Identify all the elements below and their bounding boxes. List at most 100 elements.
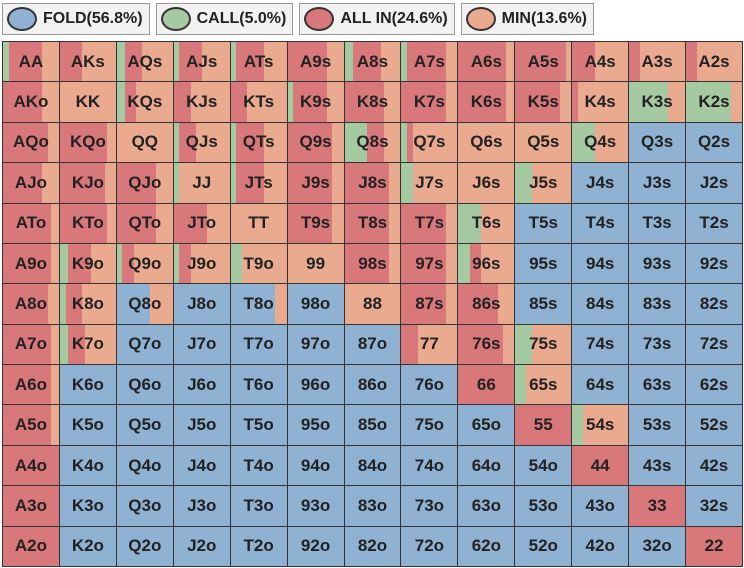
hand-cell[interactable]: 43o bbox=[571, 485, 630, 527]
hand-cell[interactable]: K8s bbox=[343, 81, 402, 123]
hand-cell[interactable]: 97o bbox=[286, 323, 345, 366]
hand-cell[interactable]: KQs bbox=[115, 81, 174, 123]
hand-cell[interactable]: 88 bbox=[343, 283, 402, 325]
hand-cell[interactable]: Q9s bbox=[286, 121, 345, 164]
hand-cell[interactable]: A7s bbox=[400, 41, 459, 83]
hand-cell[interactable]: Q4s bbox=[571, 121, 630, 164]
hand-cell[interactable]: Q9o bbox=[115, 242, 174, 285]
hand-cell[interactable]: J4s bbox=[571, 162, 630, 204]
hand-cell[interactable]: 65o bbox=[457, 404, 516, 446]
hand-cell[interactable]: 52s bbox=[685, 404, 743, 446]
hand-cell[interactable]: AQo bbox=[2, 121, 60, 164]
hand-cell[interactable]: JTo bbox=[172, 202, 231, 244]
hand-cell[interactable]: 93s bbox=[628, 242, 687, 285]
legend-item[interactable]: MIN(13.6%) bbox=[460, 3, 594, 35]
hand-cell[interactable]: 62o bbox=[457, 525, 516, 567]
hand-cell[interactable]: 54o bbox=[514, 444, 573, 487]
hand-cell[interactable]: T6o bbox=[229, 364, 288, 406]
hand-cell[interactable]: K3s bbox=[628, 81, 687, 123]
hand-cell[interactable]: AQs bbox=[115, 41, 174, 83]
hand-cell[interactable]: J5o bbox=[172, 404, 231, 446]
hand-cell[interactable]: J5s bbox=[514, 162, 573, 204]
hand-cell[interactable]: ATo bbox=[2, 202, 60, 244]
hand-cell[interactable]: 73s bbox=[628, 323, 687, 366]
hand-cell[interactable]: 74o bbox=[400, 444, 459, 487]
hand-cell[interactable]: 64o bbox=[457, 444, 516, 487]
hand-cell[interactable]: J9s bbox=[286, 162, 345, 204]
hand-cell[interactable]: 85o bbox=[343, 404, 402, 446]
hand-cell[interactable]: 94s bbox=[571, 242, 630, 285]
hand-cell[interactable]: QJs bbox=[172, 121, 231, 164]
hand-cell[interactable]: K3o bbox=[58, 485, 117, 527]
hand-cell[interactable]: 53o bbox=[514, 485, 573, 527]
hand-cell[interactable]: 96o bbox=[286, 364, 345, 406]
hand-cell[interactable]: 73o bbox=[400, 485, 459, 527]
hand-cell[interactable]: K9o bbox=[58, 242, 117, 285]
hand-cell[interactable]: Q3s bbox=[628, 121, 687, 164]
hand-cell[interactable]: 94o bbox=[286, 444, 345, 487]
hand-cell[interactable]: AJs bbox=[172, 41, 231, 83]
hand-cell[interactable]: TT bbox=[229, 202, 288, 244]
hand-cell[interactable]: J9o bbox=[172, 242, 231, 285]
hand-cell[interactable]: KTo bbox=[58, 202, 117, 244]
hand-cell[interactable]: 22 bbox=[685, 525, 743, 567]
hand-cell[interactable]: J2o bbox=[172, 525, 231, 567]
hand-cell[interactable]: 87o bbox=[343, 323, 402, 366]
hand-cell[interactable]: T4s bbox=[571, 202, 630, 244]
hand-cell[interactable]: T9o bbox=[229, 242, 288, 285]
hand-cell[interactable]: J6s bbox=[457, 162, 516, 204]
hand-cell[interactable]: T7o bbox=[229, 323, 288, 366]
hand-cell[interactable]: A3s bbox=[628, 41, 687, 83]
hand-cell[interactable]: J2s bbox=[685, 162, 743, 204]
hand-cell[interactable]: K5o bbox=[58, 404, 117, 446]
hand-cell[interactable]: K6s bbox=[457, 81, 516, 123]
hand-cell[interactable]: T9s bbox=[286, 202, 345, 244]
hand-cell[interactable]: Q2o bbox=[115, 525, 174, 567]
hand-cell[interactable]: J7s bbox=[400, 162, 459, 204]
hand-cell[interactable]: 72s bbox=[685, 323, 743, 366]
hand-cell[interactable]: Q6o bbox=[115, 364, 174, 406]
legend-item[interactable]: ALL IN(24.6%) bbox=[299, 3, 455, 35]
hand-cell[interactable]: A6s bbox=[457, 41, 516, 83]
hand-cell[interactable]: 66 bbox=[457, 364, 516, 406]
hand-cell[interactable]: QQ bbox=[115, 121, 174, 164]
hand-cell[interactable]: QJo bbox=[115, 162, 174, 204]
hand-cell[interactable]: 85s bbox=[514, 283, 573, 325]
hand-cell[interactable]: T2o bbox=[229, 525, 288, 567]
hand-cell[interactable]: 76o bbox=[400, 364, 459, 406]
hand-cell[interactable]: Q8s bbox=[343, 121, 402, 164]
hand-cell[interactable]: QTo bbox=[115, 202, 174, 244]
hand-cell[interactable]: T8s bbox=[343, 202, 402, 244]
hand-cell[interactable]: A8o bbox=[2, 283, 60, 325]
hand-cell[interactable]: 62s bbox=[685, 364, 743, 406]
hand-cell[interactable]: A5o bbox=[2, 404, 60, 446]
hand-cell[interactable]: KJo bbox=[58, 162, 117, 204]
hand-cell[interactable]: A3o bbox=[2, 485, 60, 527]
hand-cell[interactable]: KQo bbox=[58, 121, 117, 164]
hand-cell[interactable]: 53s bbox=[628, 404, 687, 446]
hand-cell[interactable]: T2s bbox=[685, 202, 743, 244]
hand-cell[interactable]: K2o bbox=[58, 525, 117, 567]
hand-cell[interactable]: K9s bbox=[286, 81, 345, 123]
hand-cell[interactable]: 32o bbox=[628, 525, 687, 567]
hand-cell[interactable]: A9s bbox=[286, 41, 345, 83]
hand-cell[interactable]: 83o bbox=[343, 485, 402, 527]
hand-cell[interactable]: 74s bbox=[571, 323, 630, 366]
legend-item[interactable]: CALL(5.0%) bbox=[155, 3, 294, 35]
hand-cell[interactable]: 97s bbox=[400, 242, 459, 285]
hand-cell[interactable]: J8s bbox=[343, 162, 402, 204]
hand-cell[interactable]: 55 bbox=[514, 404, 573, 446]
hand-cell[interactable]: 54s bbox=[571, 404, 630, 446]
hand-cell[interactable]: K2s bbox=[685, 81, 743, 123]
hand-cell[interactable]: 76s bbox=[457, 323, 516, 366]
hand-cell[interactable]: AKo bbox=[2, 81, 60, 123]
hand-cell[interactable]: 43s bbox=[628, 444, 687, 487]
hand-cell[interactable]: Q2s bbox=[685, 121, 743, 164]
hand-cell[interactable]: T6s bbox=[457, 202, 516, 244]
hand-cell[interactable]: 33 bbox=[628, 485, 687, 527]
hand-cell[interactable]: A2o bbox=[2, 525, 60, 567]
hand-cell[interactable]: 92s bbox=[685, 242, 743, 285]
hand-cell[interactable]: K4s bbox=[571, 81, 630, 123]
hand-cell[interactable]: 82o bbox=[343, 525, 402, 567]
hand-cell[interactable]: T5s bbox=[514, 202, 573, 244]
